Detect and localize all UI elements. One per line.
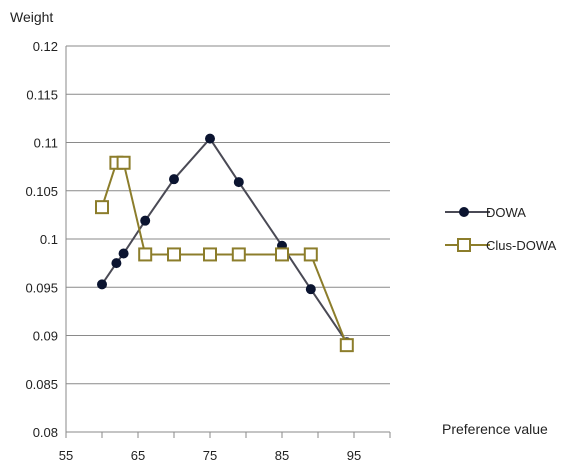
series-dowa — [97, 133, 352, 348]
x-tick-label: 85 — [275, 448, 289, 463]
legend-marker — [457, 238, 471, 252]
series-clus-dowa — [95, 155, 354, 353]
data-point — [233, 177, 244, 188]
y-tick-label: 0.105 — [25, 184, 58, 199]
data-point — [275, 247, 289, 262]
y-tick-label: 0.085 — [25, 377, 58, 392]
data-point — [203, 247, 217, 262]
data-point — [167, 247, 181, 262]
gridlines — [66, 45, 390, 433]
axes — [65, 46, 391, 438]
data-point — [138, 247, 153, 262]
y-tick-label: 0.095 — [25, 280, 58, 295]
data-point — [118, 248, 129, 259]
legend-label: DOWA — [486, 205, 526, 220]
data-point — [303, 247, 318, 262]
y-tick-label: 0.1 — [40, 232, 58, 247]
y-tick-label: 0.08 — [33, 425, 58, 440]
x-tick-labels: 55 65 75 85 95 — [59, 448, 361, 463]
x-axis-title: Preference value — [442, 421, 548, 437]
series-line — [101, 137, 348, 343]
data-point — [116, 155, 131, 170]
legend: DOWA Clus-DOWA — [445, 205, 557, 253]
data-point — [97, 279, 107, 290]
data-point — [231, 247, 246, 262]
x-tick-label: 55 — [59, 448, 73, 463]
data-point — [169, 174, 179, 185]
y-tick-label: 0.09 — [33, 329, 58, 344]
data-point — [111, 258, 122, 269]
x-tick-label: 65 — [131, 448, 145, 463]
legend-label: Clus-DOWA — [486, 238, 557, 253]
x-tick-label: 75 — [203, 448, 217, 463]
legend-item-clus-dowa: Clus-DOWA — [445, 238, 557, 253]
legend-item-dowa: DOWA — [445, 205, 526, 220]
legend-marker — [459, 207, 469, 217]
y-tick-label: 0.11 — [34, 136, 58, 151]
data-point — [305, 284, 316, 295]
y-axis-title: Weight — [10, 9, 53, 25]
y-tick-label: 0.12 — [33, 39, 58, 54]
x-tick-label: 95 — [347, 448, 361, 463]
series-layer — [95, 133, 354, 353]
data-point — [339, 338, 354, 353]
y-tick-labels: 0.12 0.115 0.11 0.105 0.1 0.095 0.09 0.085 0.08 — [25, 39, 58, 440]
data-point — [140, 215, 151, 226]
data-point — [95, 200, 109, 215]
y-tick-label: 0.115 — [26, 87, 58, 102]
data-point — [205, 133, 215, 144]
